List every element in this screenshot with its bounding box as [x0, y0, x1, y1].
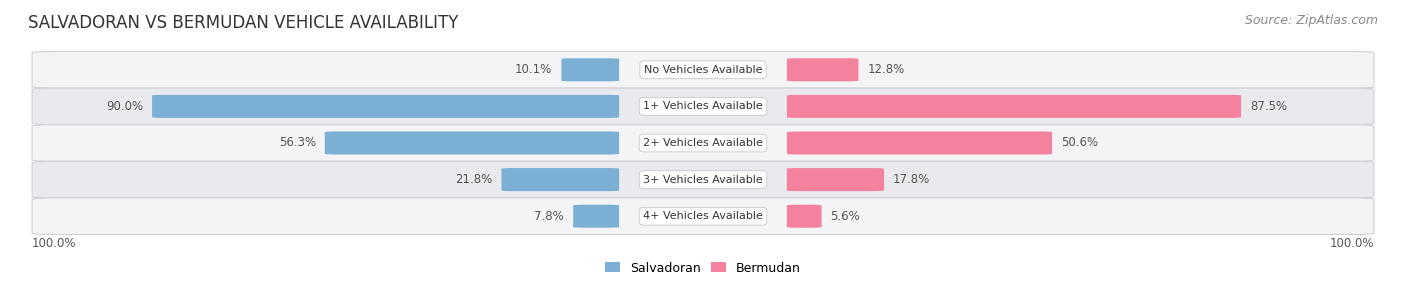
FancyBboxPatch shape: [32, 161, 1374, 198]
FancyBboxPatch shape: [787, 58, 859, 81]
FancyBboxPatch shape: [502, 168, 619, 191]
Text: 90.0%: 90.0%: [105, 100, 143, 113]
FancyBboxPatch shape: [787, 95, 1241, 118]
FancyBboxPatch shape: [787, 168, 884, 191]
FancyBboxPatch shape: [32, 125, 1374, 161]
Text: 12.8%: 12.8%: [868, 63, 904, 76]
Text: 17.8%: 17.8%: [893, 173, 931, 186]
Text: 1+ Vehicles Available: 1+ Vehicles Available: [643, 102, 763, 111]
FancyBboxPatch shape: [787, 205, 821, 228]
Legend: Salvadoran, Bermudan: Salvadoran, Bermudan: [600, 257, 806, 279]
Text: 3+ Vehicles Available: 3+ Vehicles Available: [643, 175, 763, 184]
Text: 87.5%: 87.5%: [1250, 100, 1286, 113]
FancyBboxPatch shape: [32, 51, 1374, 88]
Text: 2+ Vehicles Available: 2+ Vehicles Available: [643, 138, 763, 148]
Text: 56.3%: 56.3%: [278, 136, 316, 150]
Text: 4+ Vehicles Available: 4+ Vehicles Available: [643, 211, 763, 221]
Text: 100.0%: 100.0%: [32, 237, 76, 251]
Text: 50.6%: 50.6%: [1062, 136, 1098, 150]
FancyBboxPatch shape: [32, 88, 1374, 125]
FancyBboxPatch shape: [32, 198, 1374, 235]
Text: No Vehicles Available: No Vehicles Available: [644, 65, 762, 75]
Text: 100.0%: 100.0%: [1330, 237, 1374, 251]
Text: 5.6%: 5.6%: [831, 210, 860, 223]
Text: SALVADORAN VS BERMUDAN VEHICLE AVAILABILITY: SALVADORAN VS BERMUDAN VEHICLE AVAILABIL…: [28, 14, 458, 32]
Text: 7.8%: 7.8%: [534, 210, 564, 223]
FancyBboxPatch shape: [325, 132, 619, 154]
FancyBboxPatch shape: [574, 205, 619, 228]
FancyBboxPatch shape: [561, 58, 619, 81]
FancyBboxPatch shape: [152, 95, 619, 118]
Text: 21.8%: 21.8%: [456, 173, 492, 186]
Text: Source: ZipAtlas.com: Source: ZipAtlas.com: [1244, 14, 1378, 27]
Text: 10.1%: 10.1%: [515, 63, 553, 76]
FancyBboxPatch shape: [787, 132, 1052, 154]
